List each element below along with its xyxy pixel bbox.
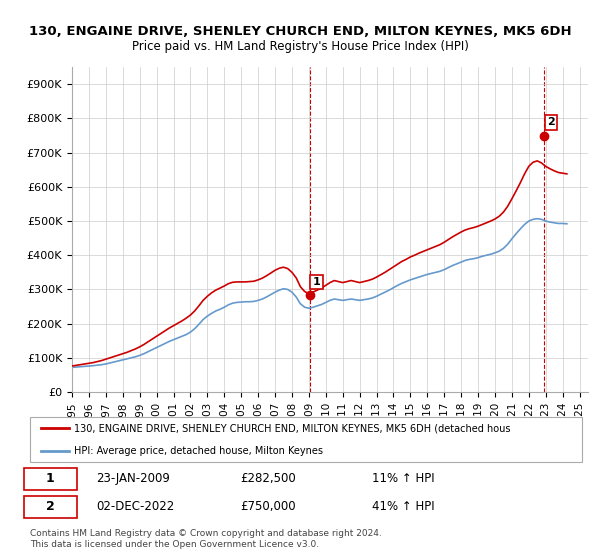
Text: 23-JAN-2009: 23-JAN-2009 bbox=[96, 472, 170, 486]
Text: £750,000: £750,000 bbox=[240, 500, 295, 514]
FancyBboxPatch shape bbox=[25, 496, 77, 518]
FancyBboxPatch shape bbox=[30, 417, 582, 462]
Text: 1: 1 bbox=[313, 277, 320, 287]
Text: 41% ↑ HPI: 41% ↑ HPI bbox=[372, 500, 435, 514]
Text: 130, ENGAINE DRIVE, SHENLEY CHURCH END, MILTON KEYNES, MK5 6DH (detached hous: 130, ENGAINE DRIVE, SHENLEY CHURCH END, … bbox=[74, 423, 511, 433]
Text: 2: 2 bbox=[547, 118, 554, 127]
Text: 02-DEC-2022: 02-DEC-2022 bbox=[96, 500, 175, 514]
Text: Contains HM Land Registry data © Crown copyright and database right 2024.
This d: Contains HM Land Registry data © Crown c… bbox=[30, 529, 382, 549]
Text: £282,500: £282,500 bbox=[240, 472, 296, 486]
Text: HPI: Average price, detached house, Milton Keynes: HPI: Average price, detached house, Milt… bbox=[74, 446, 323, 456]
Text: 11% ↑ HPI: 11% ↑ HPI bbox=[372, 472, 435, 486]
Text: Price paid vs. HM Land Registry's House Price Index (HPI): Price paid vs. HM Land Registry's House … bbox=[131, 40, 469, 53]
Text: 1: 1 bbox=[46, 472, 55, 486]
Text: 130, ENGAINE DRIVE, SHENLEY CHURCH END, MILTON KEYNES, MK5 6DH: 130, ENGAINE DRIVE, SHENLEY CHURCH END, … bbox=[29, 25, 571, 38]
Text: 2: 2 bbox=[46, 500, 55, 514]
FancyBboxPatch shape bbox=[25, 468, 77, 490]
